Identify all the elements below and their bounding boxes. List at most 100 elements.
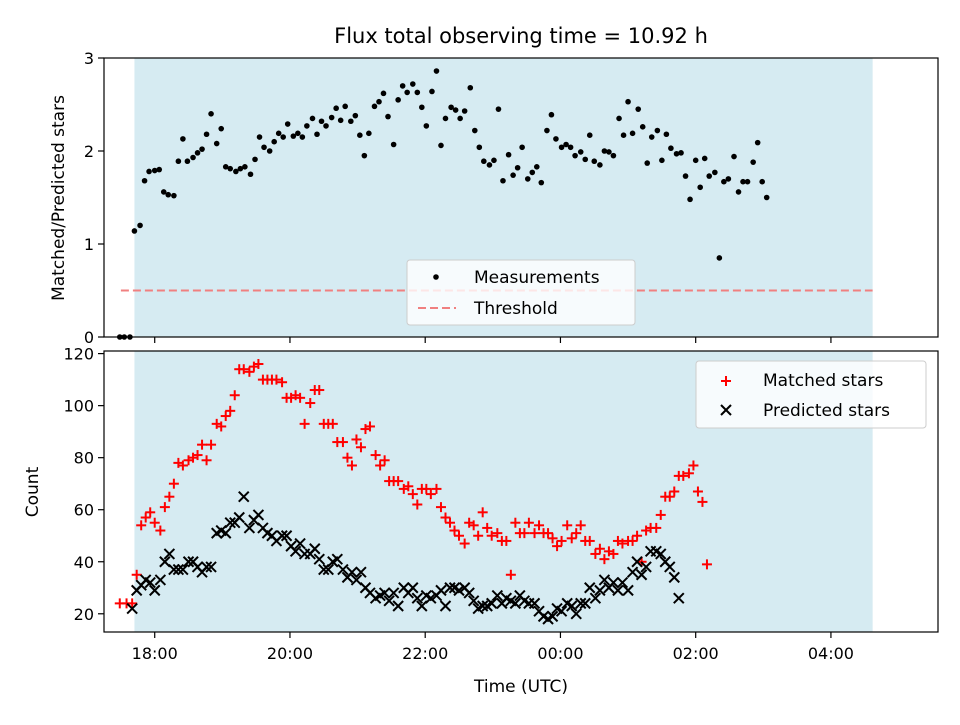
predicted-point-b — [243, 522, 256, 534]
predicted-point — [205, 561, 217, 573]
measurement-point — [275, 130, 282, 137]
predicted-point — [570, 608, 582, 620]
matched-point — [651, 522, 662, 533]
matched-point — [435, 502, 446, 513]
matched-point — [375, 460, 386, 471]
matched-point — [127, 598, 138, 609]
measurement-point — [328, 114, 335, 121]
x-axis-label: Time (UTC) — [473, 677, 568, 697]
measurement-point — [606, 149, 612, 155]
matched-point — [220, 411, 231, 422]
matched-point — [206, 439, 217, 450]
matched-point — [552, 541, 563, 552]
measurement-point — [610, 152, 617, 159]
x-tick-label: 02:00 — [673, 644, 719, 663]
predicted-point-b — [616, 576, 629, 589]
predicted-point — [566, 600, 578, 612]
predicted-point-b — [598, 574, 611, 586]
predicted-point — [435, 584, 447, 597]
measurement-point — [280, 134, 286, 140]
predicted-point-b — [224, 517, 236, 529]
matched-point — [632, 530, 643, 541]
x-tick-label: 22:00 — [402, 644, 448, 663]
measurement-point — [371, 103, 378, 110]
measurement-point — [486, 162, 493, 168]
predicted-point-b — [546, 610, 559, 623]
predicted-point — [589, 592, 602, 604]
measurement-point — [376, 98, 382, 105]
y-tick-label: 20 — [74, 605, 94, 624]
predicted-point-b — [163, 548, 176, 560]
predicted-point — [154, 574, 167, 586]
predicted-point — [631, 556, 643, 568]
predicted-point-b — [467, 595, 480, 607]
predicted-point-b — [168, 563, 180, 576]
legend-measurements-label: Measurements — [474, 268, 600, 288]
predicted-point — [200, 561, 213, 573]
measurement-point — [648, 134, 655, 140]
x-tick-label: 20:00 — [267, 644, 313, 663]
matched-point — [575, 520, 586, 531]
bottom-plot: 20 40 60 80 100 120 18:00 20:00 22:00 00:00 02:00 0… — [63, 345, 939, 663]
predicted-point — [149, 584, 161, 597]
measurement-point — [659, 157, 665, 164]
predicted-point-b — [664, 561, 676, 573]
predicted-point-b — [337, 563, 349, 576]
matched-point — [351, 434, 362, 445]
predicted-point-b — [570, 608, 582, 620]
matched-point — [678, 470, 689, 481]
predicted-point-b — [392, 600, 404, 612]
predicted-point — [476, 600, 489, 612]
measurement-point — [165, 191, 172, 198]
predicted-point — [439, 600, 452, 612]
predicted-point-b — [584, 582, 596, 594]
series-measurements — [116, 68, 770, 340]
predicted-point — [383, 595, 395, 607]
measurement-point — [295, 130, 301, 137]
matched-point — [473, 530, 484, 541]
predicted-point — [407, 582, 419, 594]
measurement-point — [567, 144, 574, 151]
measurement-point — [558, 144, 565, 151]
y-tick-label: 2 — [84, 142, 94, 161]
matched-point — [403, 481, 414, 492]
legend-threshold-label: Threshold — [473, 299, 558, 319]
measurement-point — [629, 130, 636, 137]
matched-point — [477, 507, 488, 518]
predicted-point-b — [500, 592, 513, 604]
measurement-point — [577, 149, 584, 155]
measurement-point — [190, 154, 196, 161]
measurement-point — [131, 228, 138, 234]
predicted-point-b — [387, 587, 400, 599]
predicted-point — [640, 561, 652, 573]
predicted-point-b — [309, 543, 321, 555]
measurement-point — [457, 115, 463, 122]
predicted-point — [425, 592, 437, 604]
matched-point — [510, 517, 521, 528]
measurement-point — [395, 97, 401, 103]
matched-point — [149, 517, 160, 528]
measurement-point — [318, 118, 325, 125]
matched-point — [617, 538, 628, 549]
matched-point — [492, 528, 503, 539]
predicted-point-b — [294, 537, 306, 550]
matched-point — [486, 530, 497, 541]
y-tick-label: 1 — [84, 235, 94, 254]
predicted-point — [453, 584, 465, 597]
measurement-point — [141, 177, 148, 184]
measurement-point — [481, 158, 487, 165]
measurement-point — [414, 89, 421, 96]
measurement-point — [544, 127, 550, 134]
measurement-point — [495, 106, 502, 112]
predicted-point-b — [626, 566, 639, 578]
predicted-point — [252, 509, 265, 521]
measurement-point — [242, 164, 248, 170]
predicted-point-b — [537, 610, 550, 623]
measurement-point — [404, 89, 410, 96]
matched-point — [571, 528, 582, 539]
matched-point — [566, 533, 577, 544]
matched-point — [192, 450, 203, 461]
plot-frame — [103, 350, 939, 633]
measurement-point — [725, 176, 732, 182]
measurement-point — [429, 88, 435, 95]
